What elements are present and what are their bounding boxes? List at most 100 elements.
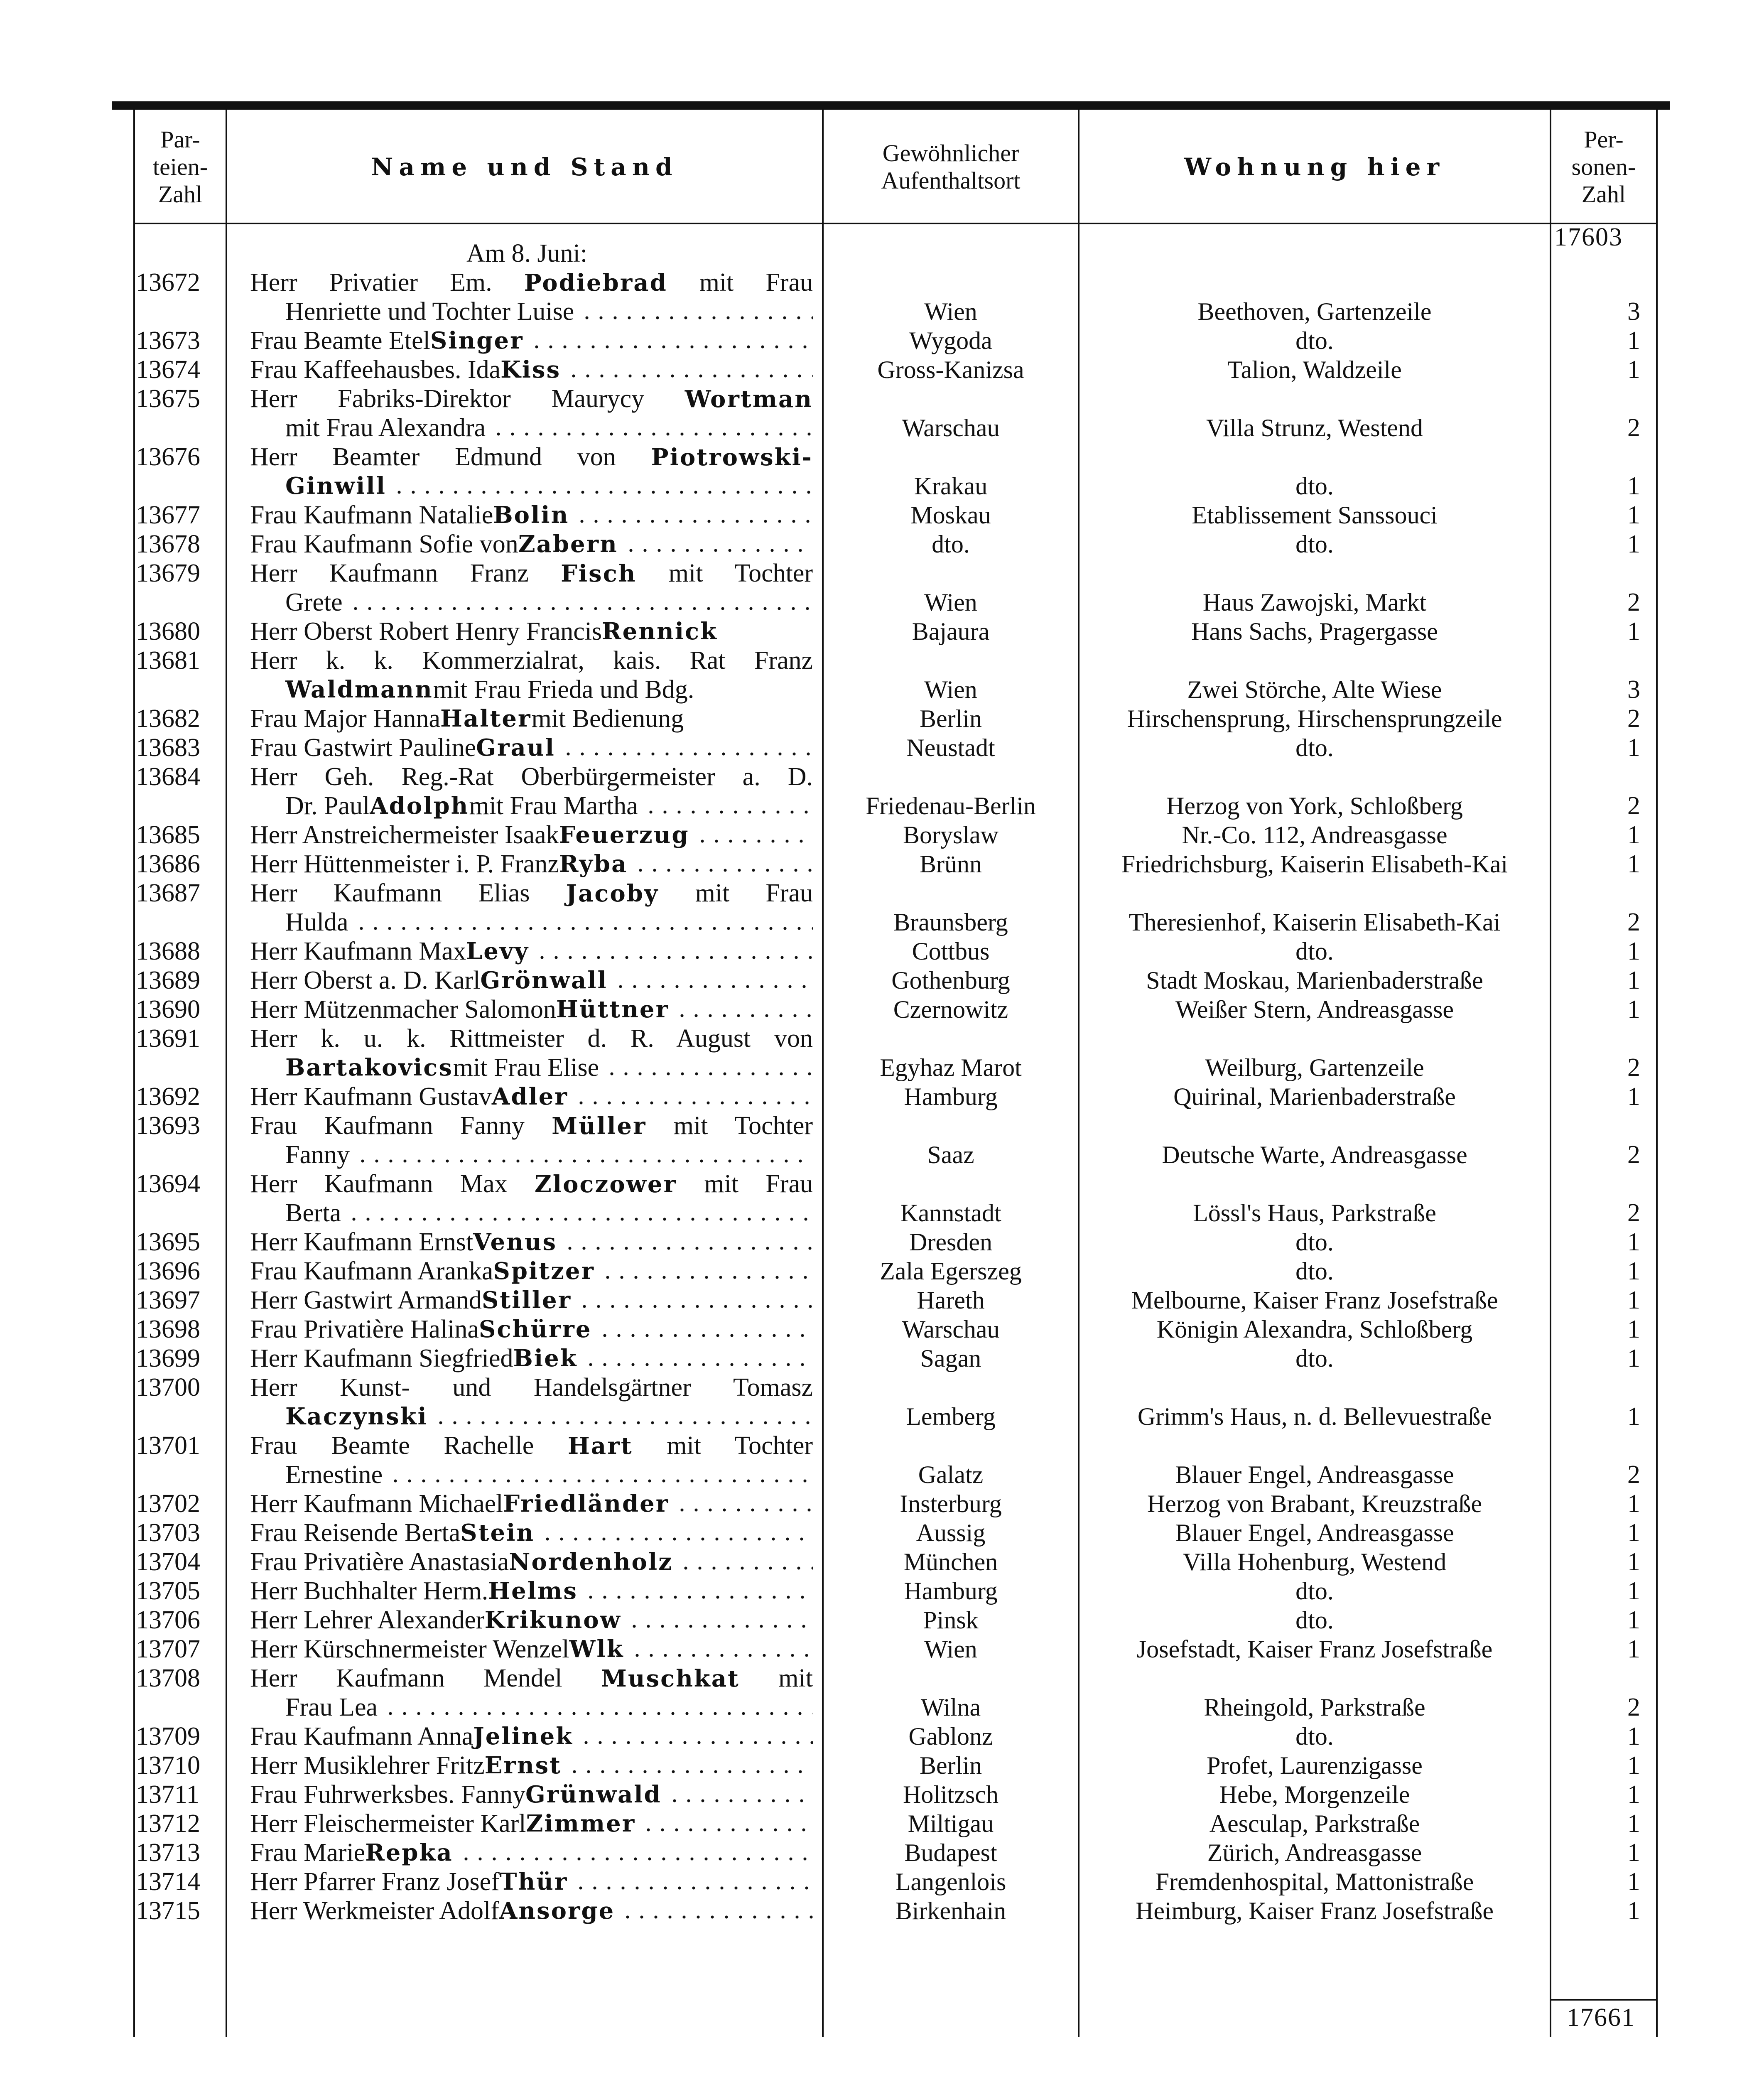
usual-residence: Krakau (914, 472, 988, 500)
dot-leader (583, 1344, 813, 1373)
name-and-status: Herr k. u. k. Rittmeister d. R. August v… (226, 1024, 823, 1082)
surname: Bolin (493, 501, 569, 529)
usual-residence: Moskau (910, 501, 991, 529)
surname: Hüttner (556, 996, 670, 1023)
name-text: Herr Anstreichermeister Isaak (250, 821, 559, 849)
name-text: Frau Beamte Etel (250, 327, 430, 355)
name-line: Frau Kaufmann Sofie von Zabern (250, 530, 813, 559)
name-text: mit Tochter (636, 559, 813, 587)
name-and-status: Herr Gastwirt Armand Stiller (226, 1286, 823, 1315)
persons-count: 1 (1627, 995, 1640, 1024)
party-number: 13704 (136, 1548, 200, 1576)
name-line: Hulda (250, 908, 813, 937)
table-row: 13690 Herr Mützenmacher Salomon Hüttner Cz… (134, 995, 1657, 1024)
name-line: Dr. Paul Adolph mit Frau Martha (250, 791, 813, 820)
dot-leader (675, 995, 813, 1024)
name-and-status: Frau Fuhrwerksbes. Fanny Grünwald (226, 1780, 823, 1809)
table-row: 13700 Herr Kunst- und Handelsgärtner Toma… (134, 1373, 1657, 1431)
table-row: 13674 Frau Kaffeehausbes. Ida Kiss Gross-K… (134, 355, 1657, 384)
lodging-here: Villa Hohenburg, Westend (1183, 1548, 1447, 1576)
name-line: Frau Kaufmann Aranka Spitzer (250, 1257, 813, 1286)
name-line: Frau Kaufmann Natalie Bolin (250, 501, 813, 530)
name-line: Herr Kaufmann Max Levy (250, 937, 813, 966)
name-line: Waldmann mit Frau Frieda und Bdg. (250, 675, 813, 704)
rule-col1 (226, 110, 227, 2037)
usual-residence: Birkenhain (895, 1897, 1006, 1925)
name-and-status: Herr Kaufmann Max Levy (226, 937, 823, 966)
table-row: 13679 Herr Kaufmann Franz Fisch mit Tocht… (134, 559, 1657, 617)
lodging-here: Blauer Engel, Andreasgasse (1175, 1461, 1454, 1488)
party-number: 13686 (136, 850, 200, 878)
party-number: 13711 (136, 1780, 199, 1809)
party-number: 13676 (136, 443, 200, 471)
persons-count: 1 (1627, 617, 1640, 646)
usual-residence: Hareth (917, 1286, 985, 1314)
name-and-status: Herr Fabriks-Direktor Maurycy Wortman mit… (226, 384, 823, 442)
party-number: 13678 (136, 530, 200, 558)
name-text: Frau Beamte Rachelle (250, 1431, 568, 1460)
party-number: 13696 (136, 1257, 200, 1285)
name-and-status: Herr Oberst Robert Henry Francis Rennick (226, 617, 823, 646)
table-row: 13703 Frau Reisende Berta Stein Aussig Blau… (134, 1518, 1657, 1547)
party-number: 13673 (136, 327, 200, 355)
lodging-here: Theresienhof, Kaiserin Elisabeth-Kai (1129, 908, 1501, 936)
party-number: 13713 (136, 1839, 200, 1867)
persons-count: 1 (1627, 1344, 1640, 1372)
usual-residence: Lemberg (906, 1403, 996, 1430)
name-line: Frau Major Hanna Halter mit Bedienung (250, 704, 813, 733)
name-line: Berta (250, 1198, 813, 1228)
dot-leader (597, 1315, 813, 1344)
table-row: 13706 Herr Lehrer Alexander Krikunow Pinsk… (134, 1606, 1657, 1635)
table-row: 13689 Herr Oberst a. D. Karl Grönwall Goth… (134, 966, 1657, 995)
surname: Jelinek (473, 1723, 574, 1750)
name-line: Frau Beamte Rachelle Hart mit Tochter (250, 1431, 813, 1460)
table-row: 13695 Herr Kaufmann Ernst Venus Dresden dto… (134, 1228, 1657, 1257)
lodging-here: Melbourne, Kaiser Franz Josefstraße (1131, 1286, 1498, 1314)
name-and-status: Frau Privatière Halina Schürre (226, 1315, 823, 1344)
dot-leader (388, 1460, 813, 1489)
dot-leader (561, 733, 813, 762)
persons-count: 2 (1627, 1141, 1640, 1169)
carry-over-total: 17603 (1554, 223, 1623, 251)
surname: Fisch (561, 560, 637, 587)
name-line: Herr Kaufmann Michael Friedländer (250, 1489, 813, 1518)
surname: Stein (460, 1519, 535, 1547)
dot-leader (583, 1576, 813, 1606)
name-text: Herr Lehrer Alexander (250, 1606, 485, 1634)
name-and-status: Herr k. k. Kommerzialrat, kais. Rat Fran… (226, 646, 823, 704)
party-number: 13699 (136, 1344, 200, 1372)
name-and-status: Herr Oberst a. D. Karl Grönwall (226, 966, 823, 995)
name-and-status: Herr Privatier Em. Podiebrad mit Frau Hen… (226, 268, 823, 326)
dot-leader (623, 530, 813, 559)
name-text: Frau Privatière Halina (250, 1315, 479, 1343)
lodging-here: Deutsche Warte, Andreasgasse (1162, 1141, 1467, 1169)
party-number: 13695 (136, 1228, 200, 1256)
persons-count: 1 (1627, 1868, 1640, 1896)
name-text: Herr Buchhalter Herm. (250, 1577, 488, 1605)
name-line: Herr Pfarrer Franz Josef Thür (250, 1867, 813, 1896)
name-line: Herr Kaufmann Franz Fisch mit Tochter (250, 559, 813, 588)
name-text: Herr Kaufmann Michael (250, 1490, 503, 1518)
name-line: Ginwill (250, 471, 813, 501)
day-heading: Am 8. Juni: (466, 239, 588, 268)
lodging-here: Fremdenhospital, Mattonistraße (1155, 1868, 1474, 1895)
surname: Halter (440, 705, 532, 732)
lodging-here: Hebe, Morgenzeile (1219, 1781, 1410, 1808)
name-text: Herr Hüttenmeister i. P. Franz (250, 850, 559, 878)
dot-leader (347, 1198, 813, 1228)
table-row: 13701 Frau Beamte Rachelle Hart mit Tocht… (134, 1431, 1657, 1489)
persons-count: 1 (1627, 1780, 1640, 1809)
lodging-here: dto. (1295, 1723, 1334, 1750)
lodging-here: Weilburg, Gartenzeile (1205, 1054, 1424, 1081)
persons-count: 1 (1627, 472, 1640, 500)
table-row: 13692 Herr Kaufmann Gustav Adler Hamburg Qu… (134, 1082, 1657, 1111)
name-line: Herr Werkmeister Adolf Ansorge (250, 1896, 813, 1925)
surname: Nordenholz (509, 1548, 673, 1576)
party-number: 13683 (136, 734, 200, 762)
dot-leader (348, 588, 813, 617)
dot-leader (675, 1489, 813, 1518)
name-and-status: Frau Marie Repka (226, 1838, 823, 1867)
name-text: mit Frau Martha (469, 792, 638, 820)
usual-residence: Saaz (927, 1141, 974, 1169)
party-number: 13675 (136, 385, 200, 413)
